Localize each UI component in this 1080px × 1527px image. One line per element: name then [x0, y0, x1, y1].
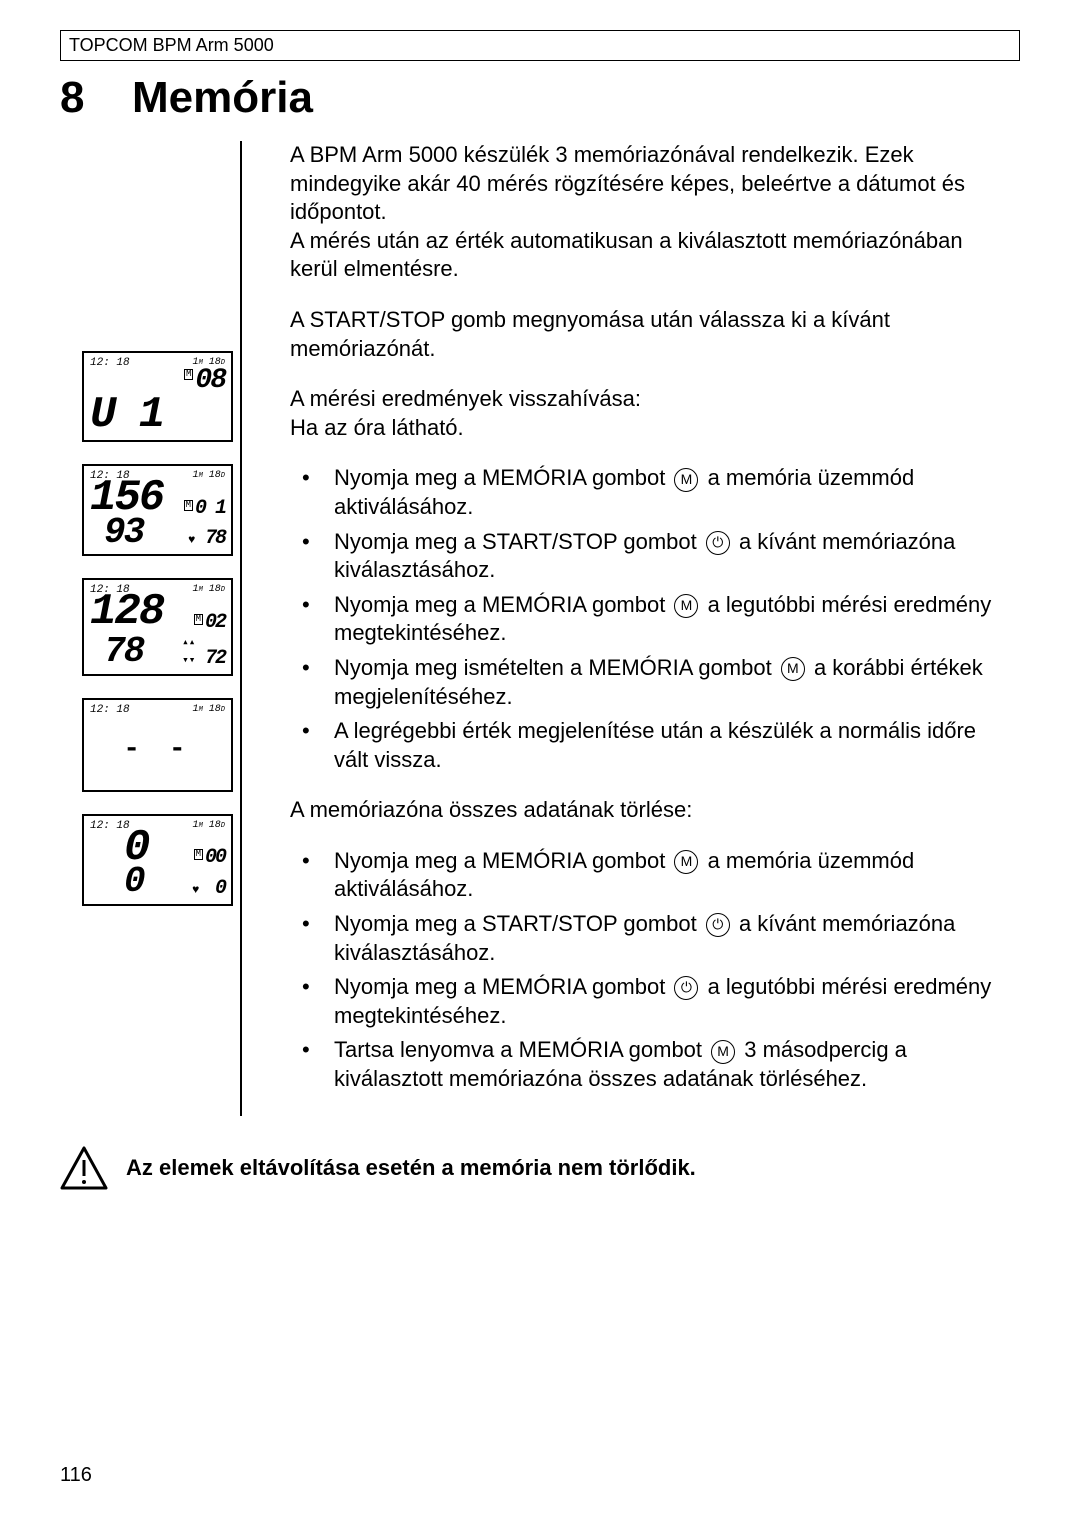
lcd-time: 12: 18: [90, 357, 130, 369]
list-item: Nyomja meg ismételten a MEMÓRIA gombot M…: [290, 654, 1010, 711]
memory-button-icon: M: [674, 468, 698, 492]
power-button-icon: ⏻: [706, 913, 730, 937]
diastolic: 0: [90, 867, 144, 898]
delete-list: Nyomja meg a MEMÓRIA gombot M a memória …: [290, 847, 1010, 1094]
pulse: 0: [209, 877, 225, 900]
lcd-display-2: 12: 18 1M 18D 156 M0 1 93 ♥ 78: [82, 464, 233, 556]
heart-icon: ♥: [192, 883, 199, 897]
list-item: Nyomja meg a MEMÓRIA gombot M a legutóbb…: [290, 591, 1010, 648]
pulse: 78: [205, 527, 225, 550]
list-item: Nyomja meg a MEMÓRIA gombot M a memória …: [290, 847, 1010, 904]
list-item: A legrégebbi érték megjelenítése után a …: [290, 717, 1010, 774]
lcd-display-5: 12: 18 1M 18D 0 M00 0 ♥ 0: [82, 814, 233, 906]
page-number: 116: [60, 1464, 92, 1487]
lcd-display-3: 12: 18 1M 18D 128 M02 78 ▴▴▾▾ 72: [82, 578, 233, 675]
list-item: Tartsa lenyomva a MEMÓRIA gombot M 3 más…: [290, 1036, 1010, 1093]
memory-button-icon: M: [711, 1040, 735, 1064]
warning-row: Az elemek eltávolítása esetén a memória …: [60, 1146, 1020, 1190]
list-item: Nyomja meg a START/STOP gombot ⏻ a kíván…: [290, 528, 1010, 585]
recall-list: Nyomja meg a MEMÓRIA gombot M a memória …: [290, 464, 1010, 774]
lcd-display-4: 12: 18 1M 18D - -: [82, 698, 233, 792]
recall-heading: A mérési eredmények visszahívása:Ha az ó…: [290, 385, 1010, 442]
warning-icon: [60, 1146, 108, 1190]
power-button-icon: ⏻: [674, 976, 698, 1000]
warning-text: Az elemek eltávolítása esetén a memória …: [126, 1155, 696, 1181]
arrows-icon: ▴▴▾▾: [182, 637, 195, 667]
memory-button-icon: M: [674, 594, 698, 618]
lcd-column: 12: 18 1M 18D M08 U 1 12: 18 1M 18D 156 …: [60, 141, 240, 1116]
section-number: 8: [60, 73, 132, 123]
mem-index: 00: [205, 846, 225, 869]
intro-paragraph-2: A START/STOP gomb megnyomása után válass…: [290, 306, 1010, 363]
memory-button-icon: M: [674, 850, 698, 874]
mem-index: 02: [205, 611, 225, 634]
mem-index: 0 1: [195, 497, 225, 520]
memory-button-icon: M: [781, 657, 805, 681]
diastolic: 93: [90, 518, 143, 549]
section-title: Memória: [132, 73, 313, 122]
section-heading: 8Memória: [60, 73, 1020, 123]
empty-indicator: - -: [90, 716, 225, 773]
m-label: M: [184, 369, 193, 380]
lcd-display-1: 12: 18 1M 18D M08 U 1: [82, 351, 233, 442]
user-indicator: U 1: [90, 397, 225, 434]
delete-heading: A memóriazóna összes adatának törlése:: [290, 796, 1010, 825]
systolic: 128: [90, 594, 163, 631]
power-button-icon: ⏻: [706, 531, 730, 555]
pulse: 72: [205, 647, 225, 670]
list-item: Nyomja meg a MEMÓRIA gombot M a memória …: [290, 464, 1010, 521]
mem-count: 08: [195, 365, 225, 396]
list-item: Nyomja meg a START/STOP gombot ⏻ a kíván…: [290, 910, 1010, 967]
heart-icon: ♥: [188, 533, 195, 547]
intro-paragraph-1: A BPM Arm 5000 készülék 3 memóriazónával…: [290, 141, 1010, 284]
diastolic: 78: [90, 637, 143, 668]
list-item: Nyomja meg a MEMÓRIA gombot ⏻ a legutóbb…: [290, 973, 1010, 1030]
device-header: TOPCOM BPM Arm 5000: [60, 30, 1020, 61]
text-column: A BPM Arm 5000 készülék 3 memóriazónával…: [240, 141, 1020, 1116]
